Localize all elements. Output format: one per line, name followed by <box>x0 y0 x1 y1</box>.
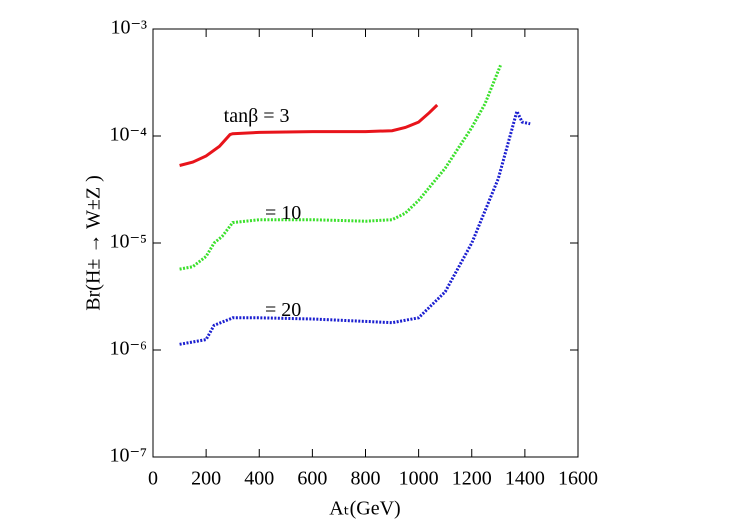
y-tick-label: 10⁻⁶ <box>109 338 147 360</box>
annotation: = 10 <box>265 202 301 224</box>
x-tick-label: 400 <box>244 468 274 490</box>
y-axis-label: Br(H± → W±Z ) <box>83 175 105 310</box>
y-tick-label: 10⁻⁵ <box>109 231 147 253</box>
series-line <box>179 63 503 271</box>
annotation: tanβ = 3 <box>224 105 290 127</box>
x-tick-label: 1200 <box>452 468 492 490</box>
x-tick-label: 200 <box>191 468 221 490</box>
plot-frame <box>152 28 579 458</box>
y-tick-label: 10⁻⁷ <box>109 445 147 467</box>
x-tick-label: 600 <box>297 468 327 490</box>
y-tick-label: 10⁻³ <box>110 17 147 39</box>
x-tick-label: 800 <box>351 468 381 490</box>
x-tick-label: 1400 <box>505 468 545 490</box>
x-tick-label: 0 <box>148 468 158 490</box>
x-tick-label: 1600 <box>558 468 598 490</box>
series-line <box>179 103 439 167</box>
x-axis-label: Aₜ(GeV) <box>329 498 400 520</box>
series-line <box>179 107 531 346</box>
annotation: = 20 <box>265 299 301 321</box>
y-tick-label: 10⁻⁴ <box>109 124 147 146</box>
x-tick-label: 1000 <box>399 468 439 490</box>
